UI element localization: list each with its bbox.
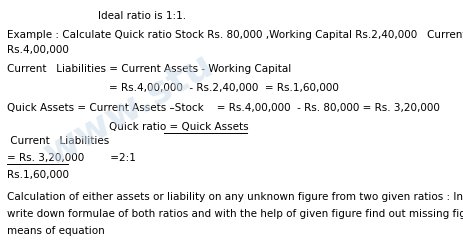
Text: Current   Liabilities = Current Assets - Working Capital: Current Liabilities = Current Assets - W… xyxy=(7,64,291,74)
Text: Ideal ratio is 1:1.: Ideal ratio is 1:1. xyxy=(98,11,186,21)
Text: write down formulae of both ratios and with the help of given figure find out mi: write down formulae of both ratios and w… xyxy=(7,209,463,219)
Text: = Rs. 3,20,000        =2:1: = Rs. 3,20,000 =2:1 xyxy=(7,153,136,163)
Text: Example : Calculate Quick ratio Stock Rs. 80,000 ,Working Capital Rs.2,40,000   : Example : Calculate Quick ratio Stock Rs… xyxy=(7,30,463,40)
Text: Calculation of either assets or liability on any unknown figure from two given r: Calculation of either assets or liabilit… xyxy=(7,192,463,202)
Text: Quick Assets = Current Assets –Stock    = Rs.4,00,000  - Rs. 80,000 = Rs. 3,20,0: Quick Assets = Current Assets –Stock = R… xyxy=(7,103,439,113)
Text: Quick ratio = Quick Assets: Quick ratio = Quick Assets xyxy=(108,122,248,132)
Text: Current   Liabilities: Current Liabilities xyxy=(7,136,109,146)
Text: means of equation: means of equation xyxy=(7,226,105,236)
Text: = Rs.4,00,000  - Rs.2,40,000  = Rs.1,60,000: = Rs.4,00,000 - Rs.2,40,000 = Rs.1,60,00… xyxy=(108,83,338,93)
Text: Rs.1,60,000: Rs.1,60,000 xyxy=(7,170,69,180)
Text: www.stu: www.stu xyxy=(37,46,219,174)
Text: Rs.4,00,000: Rs.4,00,000 xyxy=(7,45,69,55)
